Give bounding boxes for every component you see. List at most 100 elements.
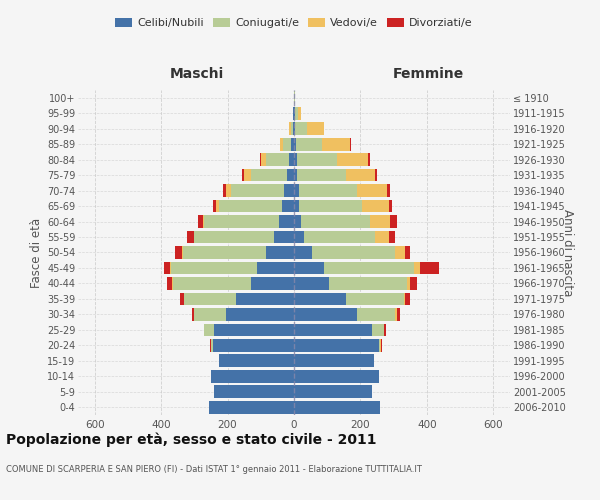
Bar (312, 246, 395, 259)
Text: COMUNE DI SCARPERIA E SAN PIERO (FI) - Dati ISTAT 1° gennaio 2011 - Elaborazione: COMUNE DI SCARPERIA E SAN PIERO (FI) - D… (6, 465, 422, 474)
Bar (280, 138, 283, 150)
Bar (379, 339, 380, 351)
Bar (346, 169, 376, 181)
Bar (164, 262, 170, 274)
Bar (384, 324, 385, 336)
Y-axis label: Fasce di età: Fasce di età (29, 218, 43, 288)
Bar (266, 154, 289, 166)
Bar (298, 107, 301, 120)
Bar (219, 200, 283, 212)
Bar (194, 308, 226, 321)
Bar (380, 339, 381, 351)
Bar (404, 292, 406, 306)
Bar (295, 122, 307, 135)
Bar (362, 200, 389, 212)
Bar (173, 277, 251, 290)
Bar (294, 292, 346, 306)
Bar (187, 230, 194, 243)
Bar (294, 154, 296, 166)
Bar (236, 292, 294, 306)
Bar (296, 154, 337, 166)
Bar (291, 122, 293, 135)
Text: Maschi: Maschi (170, 68, 224, 82)
Bar (337, 154, 368, 166)
Bar (294, 200, 299, 212)
Bar (211, 370, 294, 382)
Bar (209, 401, 294, 413)
Bar (357, 308, 395, 321)
Bar (242, 169, 244, 181)
Bar (387, 184, 390, 197)
Bar (226, 184, 231, 197)
Bar (397, 308, 400, 321)
Bar (298, 169, 346, 181)
Bar (203, 215, 204, 228)
Bar (381, 339, 382, 351)
Bar (295, 107, 298, 120)
Bar (370, 215, 391, 228)
Bar (184, 292, 236, 306)
Bar (357, 184, 387, 197)
Bar (283, 200, 294, 212)
Bar (226, 308, 294, 321)
Bar (223, 184, 226, 197)
Bar (260, 154, 261, 166)
Bar (294, 370, 379, 382)
Bar (204, 324, 214, 336)
Text: Femmine: Femmine (392, 68, 464, 82)
Bar (251, 169, 287, 181)
Bar (294, 169, 298, 181)
Legend: Celibi/Nubili, Coniugati/e, Vedovi/e, Divorziati/e: Celibi/Nubili, Coniugati/e, Vedovi/e, Di… (111, 13, 477, 32)
Bar (294, 354, 374, 367)
Bar (172, 277, 173, 290)
Bar (385, 324, 386, 336)
Bar (294, 107, 295, 120)
Text: Popolazione per età, sesso e stato civile - 2011: Popolazione per età, sesso e stato civil… (6, 432, 377, 447)
Bar (182, 246, 266, 259)
Bar (283, 138, 292, 150)
Bar (294, 386, 372, 398)
Bar (197, 215, 203, 228)
Bar (274, 230, 294, 243)
Bar (324, 262, 413, 274)
Bar (203, 324, 204, 336)
Bar (284, 184, 294, 197)
Bar (194, 230, 274, 243)
Bar (294, 277, 329, 290)
Bar (406, 292, 410, 306)
Bar (294, 230, 304, 243)
Bar (212, 339, 294, 351)
Bar (294, 184, 299, 197)
Bar (391, 215, 397, 228)
Bar (294, 92, 295, 104)
Bar (294, 138, 296, 150)
Bar (231, 184, 284, 197)
Bar (406, 246, 410, 259)
Bar (368, 154, 370, 166)
Bar (167, 277, 172, 290)
Bar (287, 169, 294, 181)
Bar (251, 277, 294, 290)
Bar (293, 122, 294, 135)
Bar (181, 292, 184, 306)
Y-axis label: Anni di nascita: Anni di nascita (561, 209, 574, 296)
Bar (214, 324, 294, 336)
Bar (294, 262, 324, 274)
Bar (289, 122, 291, 135)
Bar (294, 215, 301, 228)
Bar (210, 339, 211, 351)
Bar (299, 200, 362, 212)
Bar (257, 262, 294, 274)
Bar (329, 277, 407, 290)
Bar (175, 246, 182, 259)
Bar (372, 324, 384, 336)
Bar (204, 215, 279, 228)
Bar (211, 339, 212, 351)
Bar (294, 308, 357, 321)
Bar (376, 169, 377, 181)
Bar (293, 107, 294, 120)
Bar (292, 138, 294, 150)
Bar (289, 154, 294, 166)
Bar (420, 262, 439, 274)
Bar (389, 230, 395, 243)
